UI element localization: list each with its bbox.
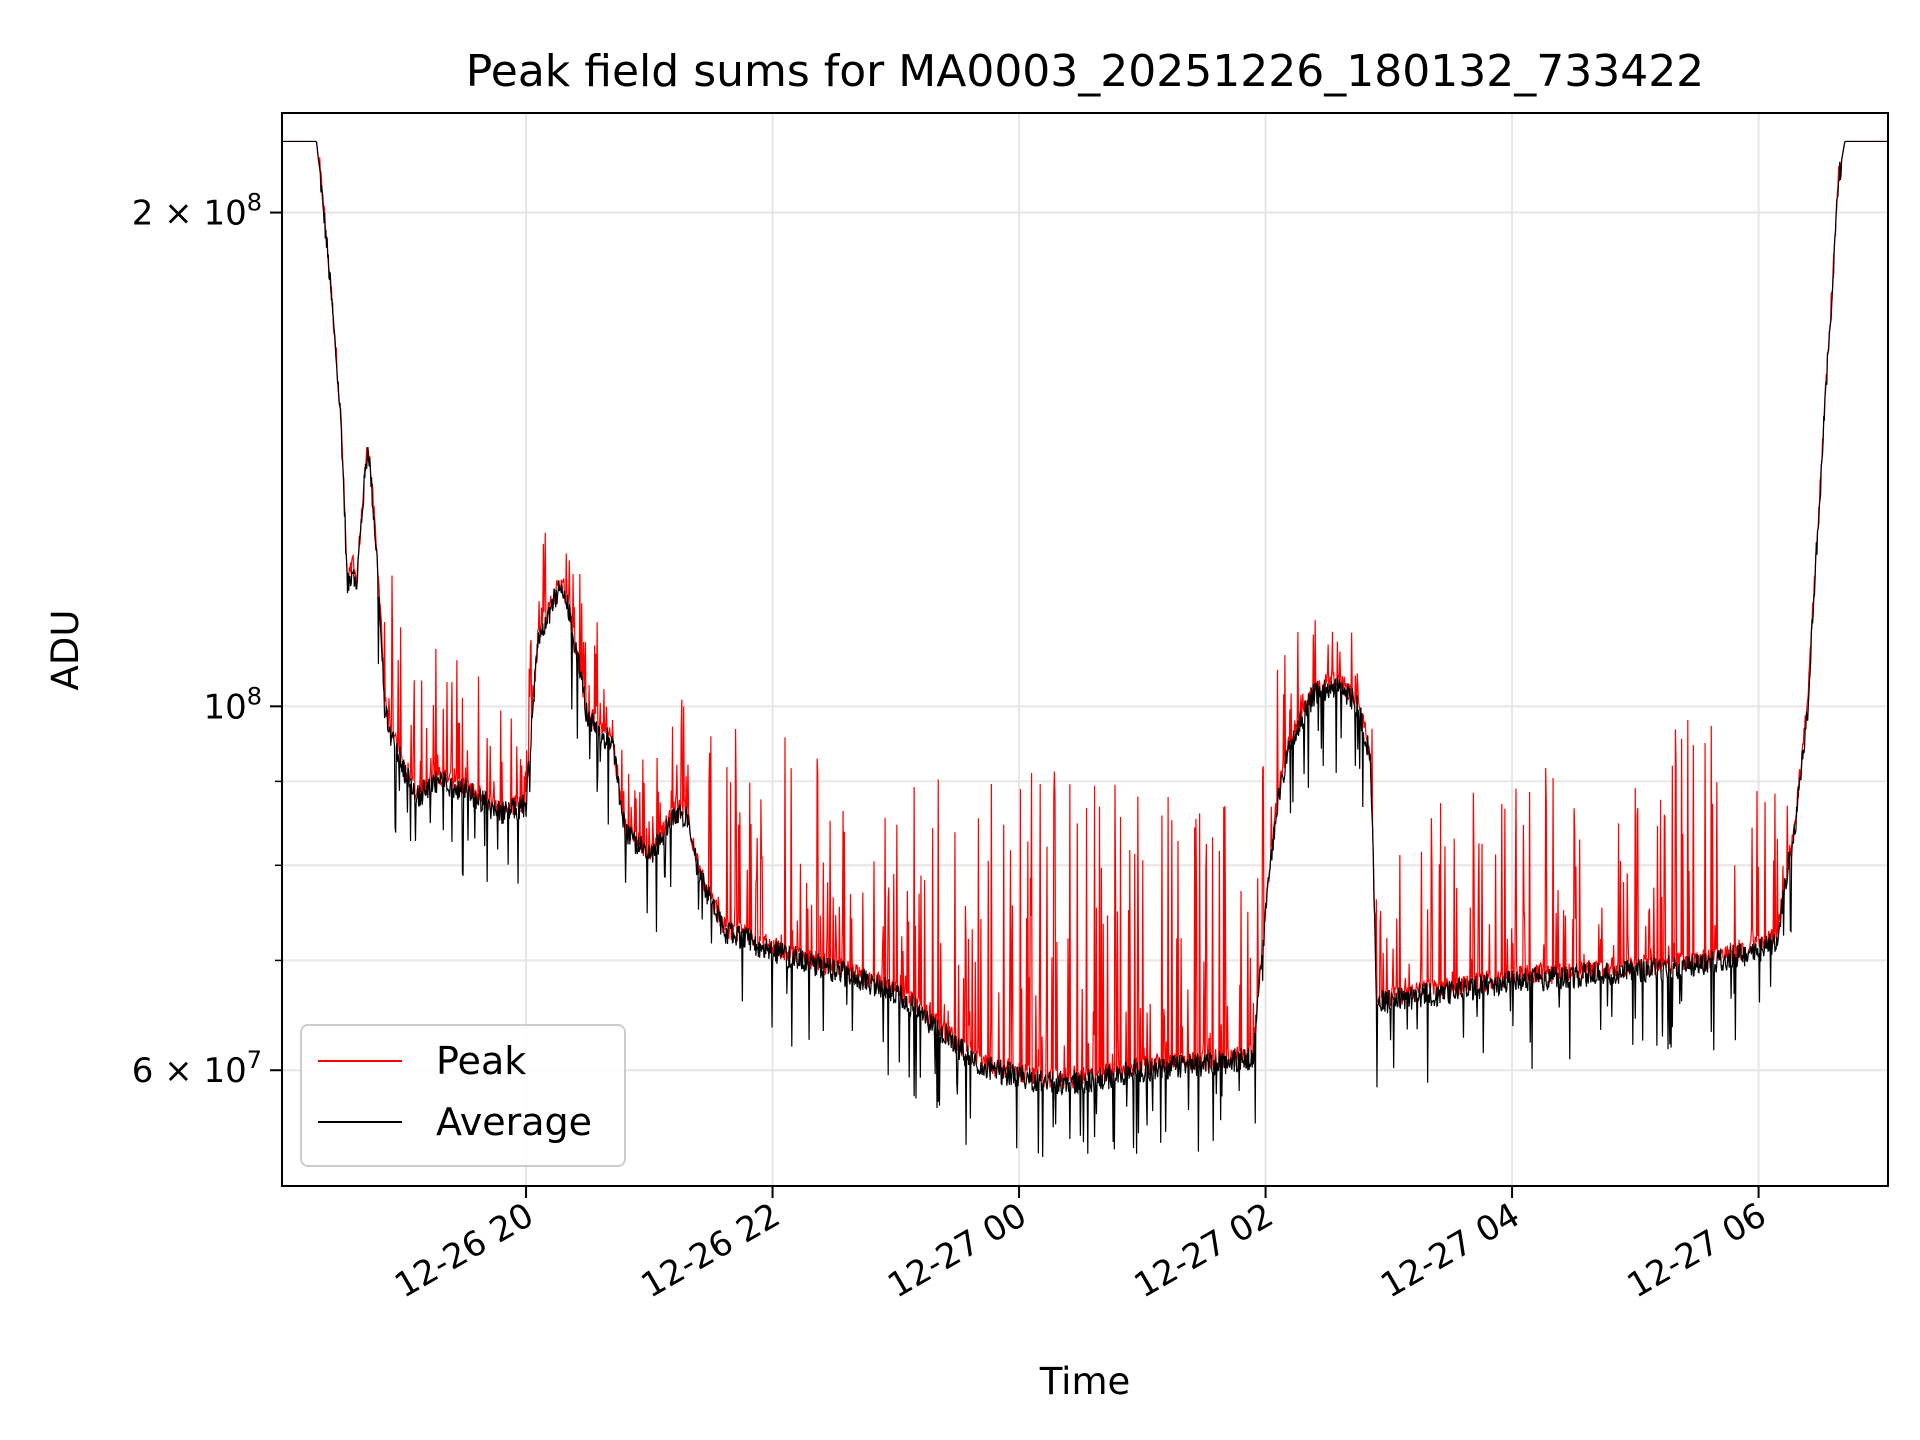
chart-title: Peak field sums for MA0003_20251226_1801… [466,46,1704,97]
plot-frame [281,112,1889,1187]
y-tick-label: 2 × 108 [132,189,262,234]
y-axis-label: ADU [44,610,87,691]
y-tick-label: 6 × 107 [132,1046,262,1091]
y-ticks: 6 × 107 108 2 × 108 [132,189,282,1091]
series-average-line [282,140,1888,1158]
legend-label-peak: Peak [436,1039,526,1083]
x-axis-label: Time [1039,1360,1131,1403]
y-tick-label: 108 [203,682,262,727]
legend: Peak Average [300,1024,626,1167]
series-layer [282,140,1888,1158]
legend-label-average: Average [436,1100,592,1144]
